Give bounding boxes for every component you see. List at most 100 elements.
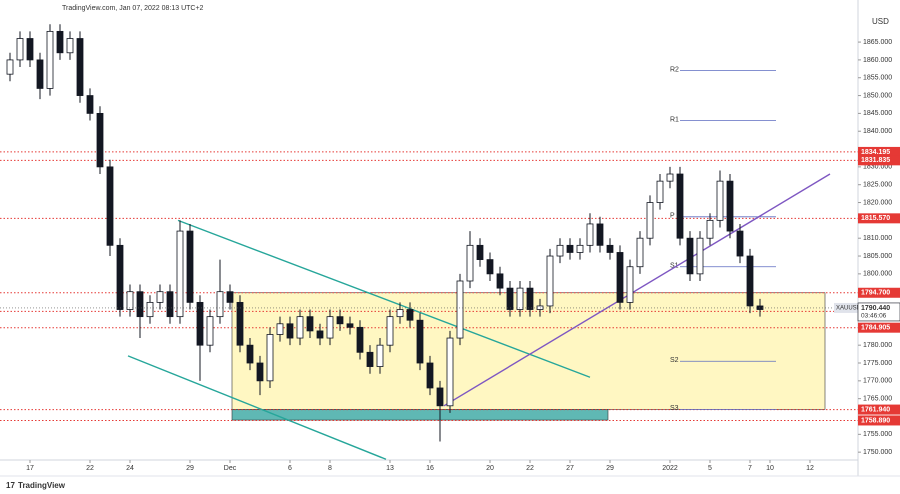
level-tag-label: 1758.890	[861, 417, 890, 424]
candle-body	[616, 252, 624, 303]
countdown: 03:46:06	[861, 313, 887, 320]
candle-body	[706, 219, 714, 239]
candle-body	[326, 316, 334, 339]
candle-body	[666, 173, 674, 182]
zone	[231, 409, 609, 421]
y-tick-label: 1855.000	[863, 75, 892, 82]
x-tick-label: 7	[748, 465, 752, 472]
level-tag	[858, 415, 900, 426]
candle-body	[156, 291, 164, 303]
x-tick-label: 27	[566, 465, 574, 472]
candle-body	[526, 287, 534, 310]
x-tick-label: 22	[86, 465, 94, 472]
level-tag	[858, 404, 900, 415]
candle-body	[516, 287, 524, 310]
candle-body	[606, 244, 614, 253]
x-tick-label: 24	[126, 465, 134, 472]
logo-icon: 17	[6, 481, 15, 490]
x-tick-label: 22	[526, 465, 534, 472]
x-tick-label: 13	[386, 465, 394, 472]
pivot-label: R2	[670, 66, 679, 73]
candle-body	[646, 202, 654, 239]
candle-body	[566, 244, 574, 253]
y-tick-label: 1810.000	[863, 235, 892, 242]
y-tick-label: 1755.000	[863, 431, 892, 438]
pivot-label: S2	[670, 357, 679, 364]
symbol-tag	[834, 302, 858, 313]
candle-body	[506, 287, 514, 310]
candle-body	[496, 273, 504, 289]
candle-body	[356, 326, 364, 353]
zone	[231, 292, 826, 410]
candle-body	[396, 309, 404, 318]
candle-body	[36, 59, 44, 89]
candle-body	[226, 291, 234, 303]
y-tick-label: 1780.000	[863, 342, 892, 349]
level-tag-label: 1831.835	[861, 157, 890, 164]
candle-body	[146, 301, 154, 318]
x-tick-label: 5	[708, 465, 712, 472]
pivot-label: S3	[670, 405, 679, 412]
y-tick-label: 1765.000	[863, 396, 892, 403]
x-tick-label: 2022	[662, 465, 678, 472]
trendline	[127, 355, 387, 460]
candle-body	[456, 280, 464, 339]
y-tick-label: 1805.000	[863, 253, 892, 260]
candle-body	[286, 323, 294, 339]
price-tag-label: 1790.440	[861, 305, 890, 312]
candle-body	[246, 344, 254, 364]
level-tag-label: 1815.570	[861, 215, 890, 222]
candle-body	[746, 255, 754, 307]
candle-body	[476, 244, 484, 260]
candle-body	[216, 291, 224, 318]
candle-body	[656, 180, 664, 203]
candle-body	[556, 244, 564, 257]
candle-body	[436, 387, 444, 407]
y-tick-label: 1750.000	[863, 449, 892, 456]
y-tick-label: 1845.000	[863, 110, 892, 117]
candle-body	[546, 255, 554, 307]
level-tag	[858, 213, 900, 224]
x-tick-label: Dec	[224, 465, 237, 472]
candle-body	[116, 244, 124, 310]
logo: TradingView	[18, 481, 66, 490]
candle-body	[266, 334, 274, 382]
level-tag	[858, 155, 900, 166]
y-tick-label: 1860.000	[863, 57, 892, 64]
x-tick-label: 29	[606, 465, 614, 472]
candle-body	[316, 330, 324, 339]
candle-body	[406, 309, 414, 321]
x-tick-label: 20	[486, 465, 494, 472]
candle-body	[56, 30, 64, 54]
candle-body	[236, 301, 244, 346]
candle-body	[416, 319, 424, 364]
y-tick-label: 1840.000	[863, 128, 892, 135]
y-tick-label: 1850.000	[863, 92, 892, 99]
candle-body	[186, 230, 194, 303]
y-tick-label: 1800.000	[863, 271, 892, 278]
candle-body	[96, 112, 104, 168]
candle-body	[66, 38, 74, 54]
trendline	[177, 219, 591, 378]
pivot-label: S1	[670, 263, 679, 270]
candle-body	[206, 316, 214, 346]
y-tick-label: 1770.000	[863, 378, 892, 385]
candle-body	[676, 173, 684, 239]
x-tick-label: 6	[288, 465, 292, 472]
pivot-label: P	[670, 213, 675, 220]
x-tick-label: 29	[186, 465, 194, 472]
level-tag-label: 1794.700	[861, 290, 890, 297]
candle-body	[86, 95, 94, 114]
candle-body	[696, 237, 704, 275]
candle-body	[466, 244, 474, 282]
x-tick-label: 17	[26, 465, 34, 472]
candle-body	[166, 291, 174, 318]
level-tag	[858, 287, 900, 298]
candle-body	[586, 223, 594, 246]
candle-body	[346, 323, 354, 328]
candle-body	[486, 259, 494, 275]
candle-body	[256, 362, 264, 382]
candle-body	[716, 180, 724, 221]
candle-body	[196, 301, 204, 346]
level-tag	[858, 146, 900, 157]
